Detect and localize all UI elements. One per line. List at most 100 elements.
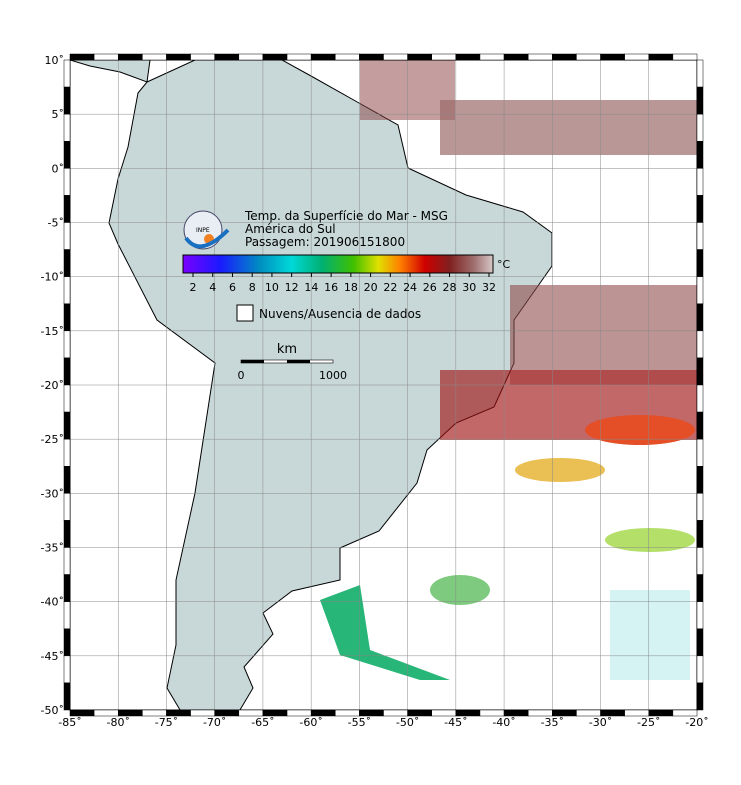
lon-label: -75˚ (155, 716, 178, 729)
frame-tick (63, 86, 71, 115)
frame-tick (696, 168, 704, 196)
frame-tick (63, 411, 71, 440)
frame-tick (696, 493, 704, 521)
frame-tick (696, 601, 704, 630)
colorbar-label: 14 (304, 281, 318, 294)
frame-tick (63, 628, 71, 657)
frame-tick (696, 682, 704, 711)
axis-labels: -85˚ -80˚ -75˚ -70˚ -65˚ -60˚ -55˚ -50˚ -45˚ -40˚… (41, 54, 709, 729)
colorbar-label: 30 (462, 281, 476, 294)
scale-bar (240, 359, 334, 364)
colorbar-label: 24 (403, 281, 417, 294)
frame-tick (359, 53, 384, 61)
frame-tick (63, 222, 71, 250)
lon-label: -80˚ (106, 716, 129, 729)
frame-tick (672, 709, 698, 717)
frame-tick (479, 53, 505, 61)
lon-label: -30˚ (589, 716, 612, 729)
scale-label: 1000 (319, 369, 347, 382)
colorbar-labels: 2 4 6 8 10 12 14 16 18 20 22 24 26 28 30 32 (190, 273, 496, 294)
lat-label: -50˚ (41, 704, 64, 717)
lon-label: -40˚ (492, 716, 515, 729)
frame-tick (63, 330, 71, 359)
frame-tick (63, 384, 71, 413)
frame-tick (238, 53, 264, 61)
frame-tick (69, 53, 95, 61)
frame-tick (63, 438, 71, 467)
frame-tick (63, 655, 71, 684)
frame-tick (696, 141, 704, 169)
logo: INPE (183, 210, 230, 250)
frame-tick (63, 195, 71, 223)
colorbar (182, 254, 494, 274)
frame-tick (696, 520, 704, 548)
legend-swatch (236, 304, 254, 322)
lat-label: -35˚ (41, 542, 64, 555)
frame-tick (696, 655, 704, 684)
frame-tick (696, 303, 704, 332)
frame-tick (63, 113, 71, 142)
lat-label: 0˚ (52, 162, 65, 175)
grid (70, 60, 697, 710)
scale-label: 0 (238, 369, 245, 382)
colorbar-label: 32 (482, 281, 496, 294)
colorbar-label: 12 (285, 281, 299, 294)
frame-tick (93, 53, 119, 61)
frame-tick (63, 357, 71, 386)
colorbar-label: 26 (423, 281, 437, 294)
sst-patches (320, 60, 697, 680)
frame-tick (63, 547, 71, 575)
frame-tick (600, 53, 625, 61)
frame-tick (63, 303, 71, 332)
pass: Passagem: 201906151800 (245, 235, 405, 249)
colorbar-label: 16 (324, 281, 338, 294)
colorbar-label: 8 (249, 281, 256, 294)
frame-tick (166, 53, 191, 61)
frame-tick (503, 53, 529, 61)
frame-tick (648, 53, 674, 61)
map-body (70, 60, 697, 710)
frame-tick (696, 195, 704, 223)
frame-tick (383, 53, 408, 61)
land (70, 60, 151, 83)
frame-tick (63, 601, 71, 630)
colorbar-label: 6 (229, 281, 236, 294)
frame-tick (696, 466, 704, 494)
frame-tick (696, 438, 704, 467)
colorbar-label: 4 (209, 281, 216, 294)
lat-label: -15˚ (41, 325, 64, 338)
frame-tick (431, 53, 457, 61)
frame-tick (63, 466, 71, 494)
lat-label: -20˚ (41, 379, 64, 392)
frame-tick (696, 113, 704, 142)
frame-tick (335, 53, 360, 61)
title: Temp. da Superfície do Mar - MSG (244, 209, 448, 223)
frame-tick (624, 53, 650, 61)
frame-tick (696, 86, 704, 115)
lat-label: 5˚ (52, 108, 65, 121)
frame-tick (407, 53, 432, 61)
colorbar-unit: °C (497, 258, 511, 271)
region: América do Sul (245, 222, 336, 236)
frame-tick (576, 53, 601, 61)
frame-tick (696, 249, 704, 277)
frame-tick (63, 141, 71, 169)
frame-tick (696, 411, 704, 440)
frame-tick (696, 547, 704, 575)
lat-label: 10˚ (45, 54, 65, 67)
frame-tick (696, 384, 704, 413)
frame-tick (455, 53, 481, 61)
frame-tick (696, 330, 704, 359)
lon-label: -70˚ (203, 716, 226, 729)
lon-label: -65˚ (251, 716, 274, 729)
lon-label: -50˚ (396, 716, 419, 729)
frame-tick (672, 53, 698, 61)
frame-tick (63, 59, 71, 88)
frame-tick (63, 249, 71, 277)
colorbar-label: 20 (364, 281, 378, 294)
lat-label: -25˚ (41, 433, 64, 446)
frame-tick (696, 574, 704, 602)
frame-tick (552, 53, 577, 61)
colorbar-label: 2 (190, 281, 197, 294)
frame-tick (527, 53, 553, 61)
